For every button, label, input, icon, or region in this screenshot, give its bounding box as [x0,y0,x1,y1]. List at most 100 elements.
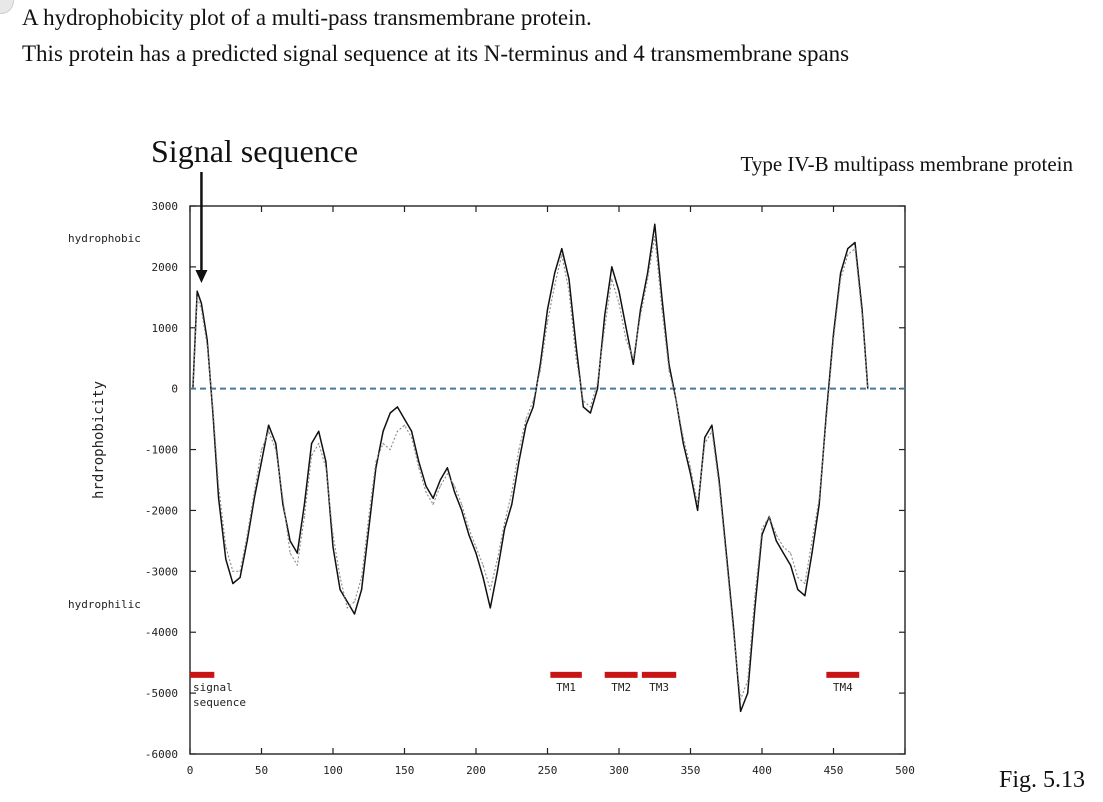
data-point [411,430,413,432]
x-tick-label: 300 [609,764,629,777]
data-point [218,485,220,487]
data-point [353,613,356,615]
plot-labels: 0 50 100 150 200 250 300 350 400 450 500 3000 2000 10… [68,133,1073,777]
data-point [260,449,263,451]
data-point [782,552,785,554]
data-point [289,540,291,542]
data-point [439,479,441,481]
data-point [439,485,441,487]
feature-bar [826,671,860,678]
data-point [711,430,713,432]
data-point [790,552,792,554]
data-point [403,424,406,426]
feature-bar [550,671,582,678]
data-point [582,406,584,408]
x-tick-label: 450 [824,764,844,777]
data-point [311,442,313,445]
data-point [754,607,756,609]
data-point [468,528,470,530]
y-tick-label: 0 [171,383,178,396]
y-tick-label: -3000 [145,565,178,578]
data-point [403,418,406,420]
data-point [618,302,620,304]
data-point [504,528,506,530]
data-point [375,467,377,469]
data-point [332,534,334,536]
data-point [711,424,713,426]
data-point [511,503,513,505]
data-point [496,570,498,572]
data-point [368,515,370,518]
data-point [461,503,463,505]
data-point [268,430,270,432]
data-point [275,442,277,445]
y-axis-title: hrdrophobicity [91,381,107,499]
plot-axes [189,205,906,755]
data-point [604,315,606,317]
data-point [804,582,806,585]
data-point [389,449,391,451]
data-point [489,607,491,609]
data-point [196,296,198,298]
data-point [325,461,327,463]
x-tick-label: 500 [895,764,915,777]
data-point [518,461,520,463]
data-point [840,272,842,274]
data-point [661,296,663,298]
x-tick-label: 150 [395,764,415,777]
data-point [432,497,434,499]
feature-bar [190,671,215,678]
data-point [797,589,799,591]
data-point [561,248,563,250]
y-tick-label: -1000 [145,444,178,457]
data-point [225,558,227,560]
data-point [618,290,620,292]
data-point [389,412,391,414]
data-point [546,321,549,323]
data-point [225,546,227,548]
data-point [575,345,577,347]
y-tick-label: 3000 [152,200,179,213]
data-point [504,522,506,524]
data-point [239,576,241,579]
data-point [732,631,735,633]
data-point [339,576,341,579]
data-point [311,455,313,457]
data-point [625,339,627,341]
data-point [192,388,194,390]
data-point [725,552,727,554]
data-point [539,363,541,365]
data-point [611,278,613,280]
chart-title: Type IV-B multipass membrane protein [740,152,1073,176]
caption-line-1: A hydrophobicity plot of a multi-pass tr… [22,5,592,30]
series-line [192,223,869,713]
data-point [482,576,484,579]
data-point [582,400,584,402]
x-tick-label: 0 [187,764,194,777]
data-point [847,254,849,256]
data-point [782,546,785,548]
data-point [232,570,234,572]
data-point [275,449,277,451]
y-tick-label: -2000 [145,504,178,517]
data-point [625,327,627,329]
data-point [689,467,692,469]
data-point [589,406,592,408]
data-point [682,442,684,445]
signal-sequence-annotation: Signal sequence [151,133,358,169]
data-point [761,528,763,530]
data-point [682,436,684,438]
data-point [425,485,427,487]
data-point [361,576,363,579]
plot-frame [189,205,906,755]
data-point [200,308,202,311]
caption-line-2: This protein has a predicted signal sequ… [22,41,850,66]
data-point [525,424,527,426]
plot-marks [190,172,905,713]
data-point [368,528,370,530]
data-point [654,223,656,225]
data-point [318,442,320,445]
hydrophilic-label: hydrophilic [68,598,141,611]
data-point [475,552,477,554]
